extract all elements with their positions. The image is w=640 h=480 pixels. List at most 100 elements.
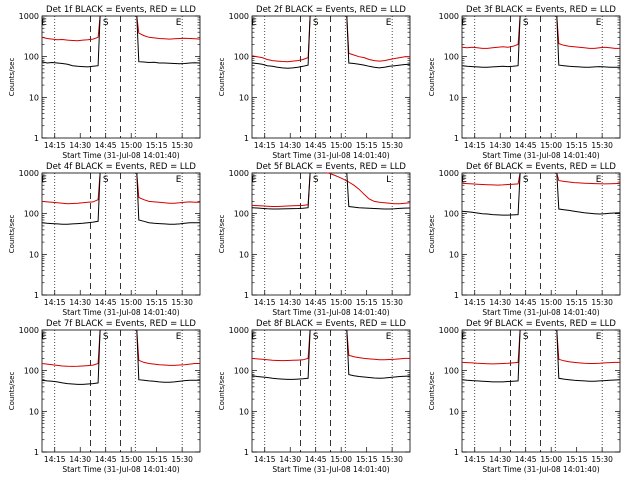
x-tick-label: 15:30 xyxy=(591,298,613,307)
event-marker-label: E xyxy=(461,18,467,28)
x-tick-label: 14:30 xyxy=(279,298,301,307)
event-marker-label: E xyxy=(176,332,182,342)
red-lld-series-line xyxy=(461,172,521,186)
chart-title: Det 4f BLACK = Events, RED = LLD xyxy=(46,162,196,172)
y-tick-label: 1000 xyxy=(19,12,39,21)
event-marker-label: E xyxy=(596,175,602,185)
x-tick-label: 15:00 xyxy=(120,141,142,150)
black-events-series-line xyxy=(556,172,621,215)
black-events-series-line xyxy=(41,15,101,68)
y-axis-label: Counts/sec xyxy=(218,58,226,97)
x-tick-label: 14:45 xyxy=(515,298,537,307)
black-events-series-line xyxy=(251,329,311,380)
plot-frame xyxy=(251,15,411,139)
chart-panel-8: Det 8f BLACK = Events, RED = LLD 1 10 100 10… xyxy=(218,319,411,474)
chart-panel-2: Det 2f BLACK = Events, RED = LLD 1 10 100 10… xyxy=(218,5,411,160)
chart-title: Det 8f BLACK = Events, RED = LLD xyxy=(256,319,406,329)
y-tick-label: 100 xyxy=(444,367,459,376)
red-lld-series-line xyxy=(556,15,620,49)
y-axis-label: Counts/sec xyxy=(428,215,436,254)
y-tick-label: 10 xyxy=(449,407,459,416)
red-lld-series-line xyxy=(136,329,200,366)
black-events-series-line xyxy=(41,329,101,385)
red-lld-series-line xyxy=(41,15,101,42)
chart-panel-6: Det 6f BLACK = Events, RED = LLD 1 10 100 10… xyxy=(428,162,621,317)
x-tick-label: 15:15 xyxy=(356,455,378,464)
x-tick-label: 14:30 xyxy=(489,141,511,150)
plot-frame xyxy=(41,172,201,296)
x-tick-label: 14:45 xyxy=(95,141,117,150)
y-axis-label: Counts/sec xyxy=(218,372,226,411)
red-lld-series-line xyxy=(346,15,410,62)
x-axis-label: Start Time (31-Jul-08 14:01:40) xyxy=(62,151,179,160)
x-tick-label: 15:00 xyxy=(330,141,352,150)
event-marker-label: S xyxy=(103,175,109,185)
plot-frame xyxy=(41,15,201,139)
y-tick-label: 100 xyxy=(444,210,459,219)
red-lld-series-line xyxy=(251,172,311,207)
black-events-series-line xyxy=(251,15,311,69)
x-tick-label: 14:15 xyxy=(254,298,276,307)
x-tick-label: 15:30 xyxy=(381,298,403,307)
x-tick-label: 15:30 xyxy=(381,141,403,150)
red-lld-series-line xyxy=(556,172,621,185)
x-tick-label: 15:15 xyxy=(566,298,588,307)
black-events-series-line xyxy=(136,15,201,65)
y-tick-label: 1 xyxy=(244,134,249,143)
y-tick-label: 1 xyxy=(454,448,459,457)
x-tick-label: 14:30 xyxy=(69,455,91,464)
x-axis-label: Start Time (31-Jul-08 14:01:40) xyxy=(482,465,599,474)
x-tick-label: 15:00 xyxy=(120,298,142,307)
x-tick-label: 14:45 xyxy=(95,455,117,464)
red-lld-series-line xyxy=(461,15,521,49)
x-tick-label: 15:15 xyxy=(356,141,378,150)
y-tick-label: 1 xyxy=(244,448,249,457)
red-lld-series-line xyxy=(41,172,101,205)
x-tick-label: 15:30 xyxy=(591,141,613,150)
chart-panel-5: Det 5f BLACK = Events, RED = LLD 1 10 100 10… xyxy=(218,162,411,317)
x-tick-label: 15:00 xyxy=(540,141,562,150)
chart-panel-7: Det 7f BLACK = Events, RED = LLD 1 10 100 10… xyxy=(8,319,201,474)
y-axis-label: Counts/sec xyxy=(8,215,16,254)
chart-panel-4: Det 4f BLACK = Events, RED = LLD 1 10 100 10… xyxy=(8,162,201,317)
x-axis-label: Start Time (31-Jul-08 14:01:40) xyxy=(62,308,179,317)
event-marker-label: L xyxy=(386,175,391,185)
y-tick-label: 1 xyxy=(454,291,459,300)
black-events-series-line xyxy=(41,172,101,225)
x-tick-label: 15:00 xyxy=(540,298,562,307)
x-tick-label: 15:15 xyxy=(146,455,168,464)
y-tick-label: 1 xyxy=(454,134,459,143)
y-tick-label: 100 xyxy=(24,53,39,62)
x-tick-label: 14:45 xyxy=(305,455,327,464)
event-marker-label: E xyxy=(251,18,257,28)
chart-panel-1: Det 1f BLACK = Events, RED = LLD 1 10 100 10… xyxy=(8,5,201,160)
black-events-series-line xyxy=(556,15,620,68)
red-lld-series-line xyxy=(326,172,411,205)
event-marker-label: S xyxy=(523,175,529,185)
chart-title: Det 3f BLACK = Events, RED = LLD xyxy=(466,5,616,15)
chart-panel-3: Det 3f BLACK = Events, RED = LLD 1 10 100 10… xyxy=(428,5,621,160)
black-events-series-line xyxy=(461,172,521,216)
y-tick-label: 1 xyxy=(34,448,39,457)
event-marker-label: S xyxy=(103,18,109,28)
red-lld-series-line xyxy=(556,329,620,364)
event-marker-label: E xyxy=(41,18,47,28)
y-tick-label: 1 xyxy=(244,291,249,300)
y-tick-label: 10 xyxy=(239,250,249,259)
event-marker-label: E xyxy=(596,18,602,28)
y-tick-label: 100 xyxy=(234,53,249,62)
y-tick-label: 100 xyxy=(24,210,39,219)
black-events-series-line xyxy=(461,329,521,383)
x-tick-label: 14:45 xyxy=(515,141,537,150)
plot-frame xyxy=(461,172,621,296)
event-marker-label: E xyxy=(251,332,257,342)
plot-frame xyxy=(41,329,201,453)
y-tick-label: 1000 xyxy=(19,169,39,178)
red-lld-series-line xyxy=(41,329,101,367)
red-lld-series-line xyxy=(251,15,311,63)
x-axis-label: Start Time (31-Jul-08 14:01:40) xyxy=(482,308,599,317)
y-tick-label: 10 xyxy=(239,93,249,102)
event-marker-label: E xyxy=(176,175,182,185)
event-marker-label: S xyxy=(313,18,319,28)
y-tick-label: 1000 xyxy=(229,12,249,21)
